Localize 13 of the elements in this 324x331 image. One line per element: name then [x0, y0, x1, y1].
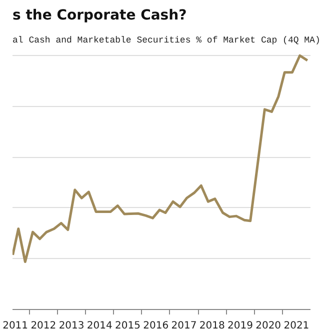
chart-title: s the Corporate Cash? — [12, 8, 187, 24]
x-tick-label: 2011 — [2, 320, 28, 331]
x-tick-label: 2014 — [86, 320, 112, 331]
x-tick-label: 2019 — [227, 320, 253, 331]
x-tick-label: 2017 — [171, 320, 197, 331]
x-tick-label: 2012 — [30, 320, 56, 331]
x-tick-label: 2020 — [256, 320, 282, 331]
chart-subtitle: al Cash and Marketable Securities % of Market Cap (4Q MA) — [12, 36, 320, 46]
x-tick-label: 2018 — [199, 320, 225, 331]
x-tick-label: 2016 — [143, 320, 169, 331]
x-tick-label: 2013 — [58, 320, 84, 331]
x-tick-label: 2015 — [115, 320, 140, 331]
x-tick-label: 2021 — [284, 320, 310, 331]
